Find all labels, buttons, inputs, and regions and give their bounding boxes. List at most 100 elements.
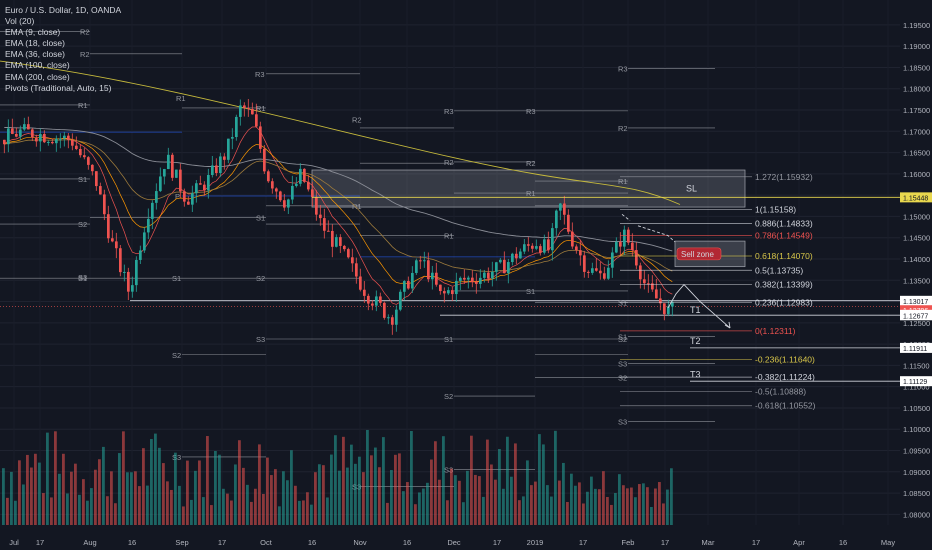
time-tick: 17 (579, 538, 587, 547)
volume-bar (154, 433, 157, 525)
candle-body (563, 203, 566, 215)
price-tick: 1.16000 (903, 170, 930, 179)
volume-bar (166, 481, 169, 525)
candle-body (351, 257, 354, 264)
volume-bar (266, 457, 269, 525)
time-tick: Sep (175, 538, 188, 547)
candle-body (251, 108, 254, 115)
candle-body (403, 281, 406, 292)
price-tick: 1.09500 (903, 447, 930, 456)
candle-body (187, 201, 190, 205)
candle-body (67, 135, 70, 140)
candle-body (383, 302, 386, 318)
candle-body (103, 194, 106, 215)
volume-bar (18, 460, 21, 525)
candle-body (567, 214, 570, 232)
candle-body (447, 290, 450, 294)
volume-bar (274, 469, 277, 525)
pivot-label: S1 (444, 335, 453, 344)
volume-bar (122, 431, 125, 525)
volume-bar (562, 462, 565, 525)
pivot-label: P (175, 192, 180, 201)
volume-bar (170, 489, 173, 525)
time-axis: Jul 17 Aug 16 Sep 17 Oct 16 Nov 16 Dec 17 2019 17 Feb 1… (0, 531, 932, 550)
volume-bar (282, 471, 285, 525)
volume-bar (450, 468, 453, 525)
pivot-label: R1 (176, 94, 186, 103)
price-tag (900, 342, 932, 353)
volume-bar (290, 450, 293, 525)
candle-body (443, 291, 446, 294)
candle-body (135, 259, 138, 286)
volume-bar (222, 488, 225, 525)
candle-body (259, 126, 262, 149)
volume-bar (126, 472, 129, 525)
volume-bar (586, 491, 589, 525)
candle-body (319, 214, 322, 219)
volume-bar (246, 484, 249, 525)
volume-bar (398, 453, 401, 525)
volume-bar (58, 473, 61, 525)
volume-bar (414, 504, 417, 525)
candle-body (559, 203, 562, 211)
volume-bar (478, 476, 481, 525)
candle-body (615, 241, 618, 253)
price-tick: 1.17000 (903, 127, 930, 136)
volume-bar (622, 485, 625, 525)
price-tick: 1.09000 (903, 468, 930, 477)
volume-bar (358, 456, 361, 525)
time-tick: 16 (308, 538, 316, 547)
volume-bar (434, 441, 437, 525)
candle-body (523, 244, 526, 252)
pivot-label: S2 (172, 351, 181, 360)
volume-bar (390, 470, 393, 525)
pivot-label: S1 (526, 287, 535, 296)
pivot-label: S2 (618, 335, 627, 344)
candle-body (155, 191, 158, 203)
candle-body (535, 246, 538, 249)
candle-body (123, 271, 126, 273)
candle-body (115, 241, 118, 249)
candle-body (475, 281, 478, 284)
projection-arrow (667, 283, 731, 329)
volume-bar (82, 479, 85, 525)
zones (311, 169, 746, 268)
volume-bar (510, 476, 513, 525)
volume-bar (634, 497, 637, 525)
volume-bar (338, 470, 341, 525)
candle-body (575, 246, 578, 251)
volume-bar (86, 500, 89, 525)
volume-bar (270, 475, 273, 525)
volume-bar (314, 472, 317, 525)
candle-body (271, 181, 274, 189)
candle-body (195, 183, 198, 194)
volume-bar (606, 497, 609, 525)
candle-body (459, 277, 462, 281)
volume-bar (334, 435, 337, 525)
candle-body (399, 291, 402, 310)
volume-bar (574, 485, 577, 525)
volume-bar (418, 492, 421, 525)
fib-label: 0(1.12311) (755, 326, 796, 336)
candle-body (331, 230, 334, 247)
volume-bar (138, 486, 141, 525)
candle-body (651, 283, 654, 290)
volume-bar (514, 443, 517, 525)
volume-bar (46, 432, 49, 525)
volume-bar (38, 462, 41, 525)
volume-bar (642, 483, 645, 525)
volume-bar (2, 468, 5, 525)
volume-bar (486, 439, 489, 525)
volume-bar (638, 484, 641, 525)
volume-bar (238, 440, 241, 525)
price-tick: 1.18500 (903, 63, 930, 72)
candle-body (227, 138, 230, 160)
candle-body (87, 157, 90, 165)
volume-bar (646, 487, 649, 525)
price-tag-label: 1.15448 (903, 195, 928, 202)
fib-label: 0.886(1.14833) (755, 219, 813, 229)
price-tick: 1.17500 (903, 106, 930, 115)
candle-body (291, 185, 294, 200)
candle-body (515, 253, 518, 259)
